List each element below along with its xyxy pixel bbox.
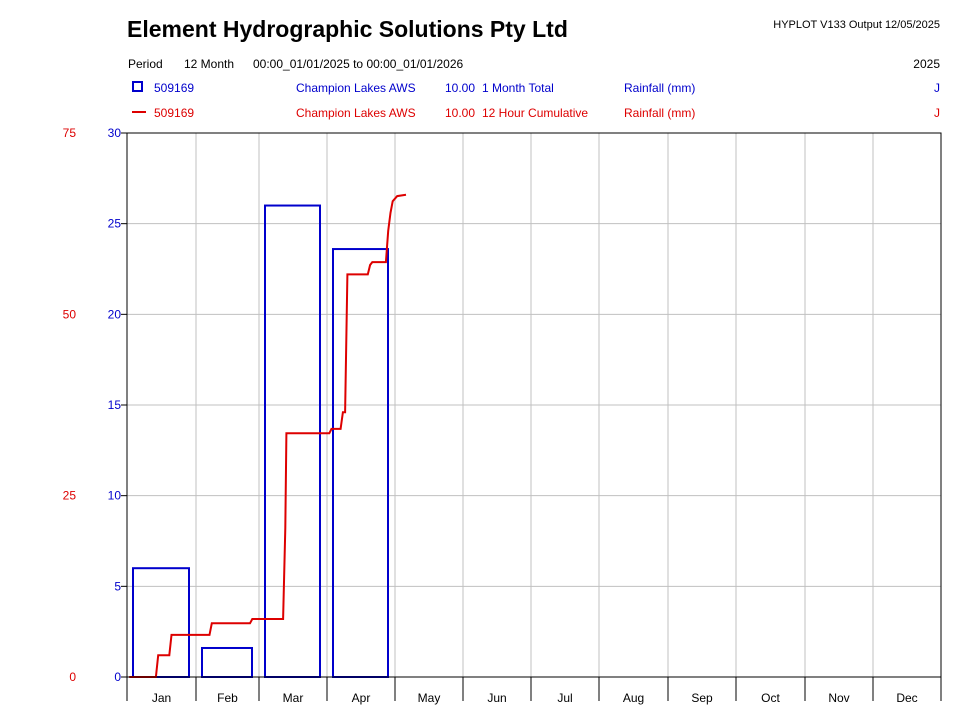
far-left-axis-tick-label: 50 — [63, 307, 77, 321]
legend-station-name: Champion Lakes AWS — [296, 106, 416, 120]
chart-title: Element Hydrographic Solutions Pty Ltd — [127, 16, 568, 42]
legend-site: 509169 — [154, 106, 195, 120]
x-axis-tick-label: Sep — [691, 691, 713, 705]
x-axis-tick-label: May — [418, 691, 441, 705]
x-axis-tick-label: Jan — [152, 691, 171, 705]
far-left-axis-tick-label: 0 — [69, 670, 76, 684]
period-range: 00:00_01/01/2025 to 00:00_01/01/2026 — [253, 57, 464, 71]
x-axis-tick-label: Oct — [761, 691, 780, 705]
x-axis-tick-label: Jul — [557, 691, 572, 705]
year-label: 2025 — [913, 57, 940, 71]
left-axis-tick-label: 20 — [108, 307, 122, 321]
legend-station-name: Champion Lakes AWS — [296, 81, 416, 95]
left-axis-tick-label: 30 — [108, 126, 122, 140]
left-axis-tick-label: 5 — [114, 579, 121, 593]
plot-frame — [126, 132, 942, 678]
legend-variable: Rainfall (mm) — [624, 106, 696, 120]
x-axis-tick-label: Aug — [623, 691, 644, 705]
legend-variable: Rainfall (mm) — [624, 81, 696, 95]
far-left-axis-tick-label: 75 — [63, 126, 77, 140]
left-axis-tick-label: 15 — [108, 398, 122, 412]
left-axis-tick-label: 25 — [108, 217, 122, 231]
monthly-total-bar — [201, 646, 253, 679]
left-axis-tick-label: 0 — [114, 670, 121, 684]
x-axis-tick-label: Dec — [896, 691, 917, 705]
legend-description: 1 Month Total — [482, 81, 554, 95]
monthly-total-bar — [264, 204, 321, 679]
period-value: 12 Month — [184, 57, 235, 71]
period-label: Period — [128, 57, 163, 71]
x-axis-tick-label: Feb — [217, 691, 238, 705]
x-axis-tick-label: Mar — [283, 691, 304, 705]
bar-legend-icon — [132, 81, 143, 92]
left-axis-tick-label: 10 — [108, 489, 122, 503]
monthly-total-bar — [332, 248, 389, 678]
line-legend-icon — [132, 111, 146, 113]
monthly-total-bar — [132, 567, 190, 679]
legend-description: 12 Hour Cumulative — [482, 106, 589, 120]
far-left-axis-tick-label: 25 — [63, 489, 77, 503]
x-axis-tick-label: Nov — [828, 691, 849, 705]
legend-code: 10.00 — [445, 81, 476, 95]
legend-flag: J — [934, 106, 940, 120]
cumulative-rainfall-line — [129, 193, 407, 678]
program-output-label: HYPLOT V133 Output 12/05/2025 — [773, 19, 940, 31]
x-axis-tick-label: Jun — [487, 691, 506, 705]
legend-flag: J — [934, 81, 940, 95]
legend-code: 10.00 — [445, 106, 476, 120]
legend-site: 509169 — [154, 81, 195, 95]
x-axis-tick-label: Apr — [352, 691, 371, 705]
